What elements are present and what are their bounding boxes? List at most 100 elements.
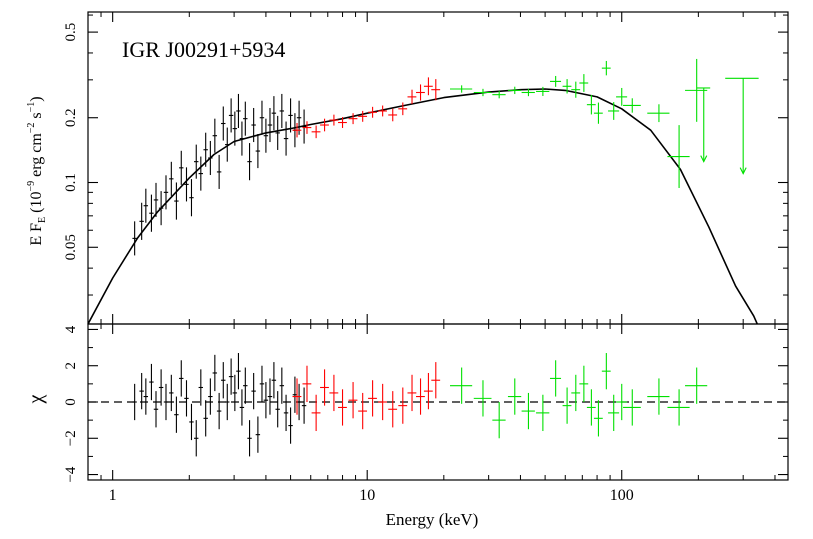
data-point-instrument_1 <box>288 98 293 133</box>
ylabel-exp2: −2 <box>26 123 37 134</box>
data-point-instrument_1 <box>259 100 265 135</box>
residual-point-instrument_1 <box>296 383 302 421</box>
residual-point-instrument_1 <box>247 420 252 457</box>
residual-point-instrument_2 <box>338 389 347 426</box>
data-point-instrument_3 <box>562 79 572 94</box>
residual-point-instrument_1 <box>283 394 289 432</box>
y-tick-label-bottom: −2 <box>63 430 79 446</box>
y-tick-label-top: 0.1 <box>63 173 79 192</box>
residual-point-instrument_2 <box>320 369 329 406</box>
data-point-instrument_1 <box>153 182 159 217</box>
data-point-instrument_1 <box>251 107 256 143</box>
data-point-instrument_1 <box>216 154 222 189</box>
residual-point-instrument_1 <box>208 378 213 415</box>
y-tick-label-bottom: −4 <box>63 466 79 482</box>
residual-point-instrument_3 <box>616 383 628 421</box>
data-point-instrument_3 <box>623 98 641 113</box>
data-point-instrument_1 <box>198 156 204 191</box>
axes-layer: 1 10 100 0.05 0.1 0.2 0.5 −4 −2 0 2 4 <box>63 11 789 504</box>
data-point-instrument_1 <box>163 175 169 210</box>
data-point-instrument_3 <box>593 102 603 124</box>
ylabel-main: E F <box>28 223 45 246</box>
y-tick-label-bottom: 0 <box>63 398 79 406</box>
residual-point-instrument_3 <box>507 378 522 415</box>
data-point-instrument_1 <box>279 93 285 129</box>
residual-point-instrument_1 <box>139 372 144 410</box>
data-point-instrument_1 <box>179 150 184 185</box>
data-point-instrument_2 <box>292 123 302 138</box>
residual-point-instrument_1 <box>267 378 273 415</box>
residual-point-instrument_3 <box>579 365 589 402</box>
y-axis-label-top: E FE (10−9 erg cm−2 s−1) <box>26 96 48 245</box>
data-point-instrument_1 <box>221 106 226 141</box>
data-point-instrument_1 <box>275 115 280 150</box>
residual-point-instrument_1 <box>225 383 230 421</box>
data-point-instrument_2 <box>431 79 441 101</box>
y-tick-label-top: 0.2 <box>63 108 79 127</box>
residual-panel <box>88 353 788 457</box>
residual-point-instrument_3 <box>601 353 611 390</box>
data-point-instrument_2 <box>302 121 312 134</box>
data-point-instrument_1 <box>174 182 179 220</box>
residual-point-instrument_2 <box>311 394 321 432</box>
residual-point-instrument_1 <box>174 396 179 433</box>
residual-point-instrument_3 <box>623 389 641 426</box>
data-point-instrument_1 <box>243 101 248 136</box>
data-point-instrument_2 <box>388 108 398 122</box>
spectrum-panel <box>88 58 759 324</box>
data-point-instrument_2 <box>368 106 377 118</box>
residual-point-instrument_3 <box>492 402 506 439</box>
residual-point-instrument_3 <box>549 360 562 397</box>
data-point-instrument_3 <box>608 102 620 120</box>
data-point-instrument_3 <box>586 94 596 115</box>
residual-point-instrument_1 <box>236 353 241 390</box>
ylabel-exp3: −1 <box>26 102 37 113</box>
chart-title: IGR J00291+5934 <box>122 37 285 62</box>
data-point-instrument_1 <box>212 118 218 153</box>
residual-point-instrument_1 <box>194 420 199 457</box>
residual-point-instrument_2 <box>302 365 312 402</box>
residual-point-instrument_3 <box>562 387 572 424</box>
model-curve <box>88 88 759 324</box>
data-point-instrument_1 <box>208 140 213 176</box>
residual-point-instrument_1 <box>228 358 234 395</box>
residual-point-instrument_2 <box>348 382 358 419</box>
residual-point-instrument_3 <box>473 380 492 417</box>
residual-point-instrument_1 <box>292 376 298 413</box>
ylabel-sub: E <box>37 217 48 223</box>
residual-point-instrument_2 <box>358 392 368 430</box>
upper-limit <box>725 77 759 175</box>
ylabel-exp1: −9 <box>26 181 37 192</box>
data-point-instrument_1 <box>158 191 164 226</box>
residual-point-instrument_2 <box>292 378 302 415</box>
residual-point-instrument_3 <box>571 374 581 412</box>
data-point-instrument_1 <box>203 132 208 167</box>
x-tick-label: 1 <box>109 487 117 504</box>
residual-point-instrument_2 <box>378 383 387 421</box>
x-tick-label: 10 <box>359 487 375 504</box>
upper-limit-arrowhead <box>739 167 747 175</box>
data-point-instrument_2 <box>423 77 433 96</box>
residual-point-instrument_3 <box>608 394 620 432</box>
data-point-instrument_1 <box>247 143 252 181</box>
data-point-instrument_2 <box>320 118 329 132</box>
ylabel-units3: s <box>28 112 45 122</box>
residual-point-instrument_3 <box>685 367 708 404</box>
data-point-instrument_3 <box>579 74 589 92</box>
residual-point-instrument_1 <box>288 407 293 444</box>
data-point-instrument_3 <box>473 88 492 97</box>
residual-point-instrument_1 <box>153 391 159 428</box>
x-tick-label: 100 <box>610 487 634 504</box>
data-point-instrument_2 <box>348 113 358 125</box>
residual-point-instrument_2 <box>388 391 398 428</box>
y-tick-label-bottom: 4 <box>63 325 79 333</box>
residual-point-instrument_1 <box>301 387 307 424</box>
data-point-instrument_1 <box>189 179 194 217</box>
residual-point-instrument_3 <box>593 400 603 437</box>
residual-point-instrument_1 <box>259 365 265 402</box>
data-point-instrument_1 <box>239 121 245 156</box>
residual-point-instrument_1 <box>279 367 285 404</box>
ylabel-units2: erg cm <box>28 133 45 181</box>
x-axis-label: Energy (keV) <box>386 510 479 529</box>
upper-limit-arrowhead <box>700 155 708 163</box>
